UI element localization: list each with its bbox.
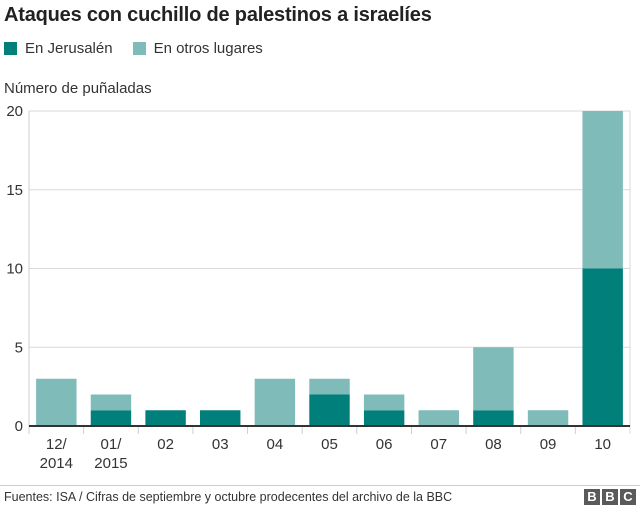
bar-segment-otros: [90, 394, 132, 411]
y-tick-label: 0: [15, 418, 23, 435]
x-tick-label: 2015: [94, 455, 127, 472]
x-tick-label: 05: [321, 436, 338, 453]
bar-segment-otros: [254, 378, 296, 426]
x-tick-label: 07: [430, 436, 447, 453]
bbc-logo-letter: B: [584, 489, 600, 505]
legend-swatch-otros: [132, 42, 146, 55]
bar-segment-otros: [582, 111, 623, 269]
bar-segment-otros: [418, 410, 459, 426]
x-tick-label: 03: [212, 436, 229, 453]
bar-segment-otros: [36, 378, 77, 426]
footer-divider: [0, 485, 640, 486]
bbc-logo-letter: B: [602, 489, 618, 505]
bar-segment-jerusalen: [145, 410, 186, 426]
chart-title: Ataques con cuchillo de palestinos a isr…: [4, 4, 432, 26]
x-tick-label: 08: [485, 436, 502, 453]
bar-segment-otros: [527, 410, 569, 426]
bar-segment-jerusalen: [90, 410, 132, 426]
legend: En Jerusalén En otros lugares: [4, 40, 283, 57]
x-tick-label: 09: [540, 436, 557, 453]
legend-item-jerusalen: En Jerusalén: [4, 40, 113, 57]
y-tick-label: 20: [6, 103, 23, 120]
y-tick-label: 5: [15, 339, 23, 356]
x-tick-label: 02: [157, 436, 174, 453]
x-tick-label: 12/: [46, 436, 68, 453]
x-tick-label: 01/: [101, 436, 123, 453]
bar-segment-jerusalen: [200, 410, 241, 426]
bar-segment-jerusalen: [473, 410, 514, 426]
x-tick-label: 06: [376, 436, 393, 453]
bar-segment-jerusalen: [363, 410, 405, 426]
legend-label-otros: En otros lugares: [153, 40, 263, 57]
bar-segment-otros: [363, 394, 405, 411]
legend-label-jerusalen: En Jerusalén: [25, 40, 113, 57]
x-tick-label: 04: [267, 436, 284, 453]
x-tick-label: 10: [594, 436, 611, 453]
y-axis-label: Número de puñaladas: [4, 80, 152, 97]
legend-swatch-jerusalen: [4, 42, 17, 55]
bar-segment-otros: [309, 378, 350, 395]
bar-segment-jerusalen: [309, 394, 350, 426]
x-tick-label: 2014: [40, 455, 73, 472]
y-tick-label: 15: [6, 182, 23, 199]
legend-item-otros: En otros lugares: [132, 40, 263, 57]
bar-segment-jerusalen: [582, 268, 623, 426]
bbc-logo-letter: C: [620, 489, 636, 505]
bar-segment-otros: [473, 347, 514, 411]
y-tick-label: 10: [6, 261, 23, 278]
source-note: Fuentes: ISA / Cifras de septiembre y oc…: [4, 490, 453, 504]
bbc-logo: B B C: [582, 489, 636, 505]
